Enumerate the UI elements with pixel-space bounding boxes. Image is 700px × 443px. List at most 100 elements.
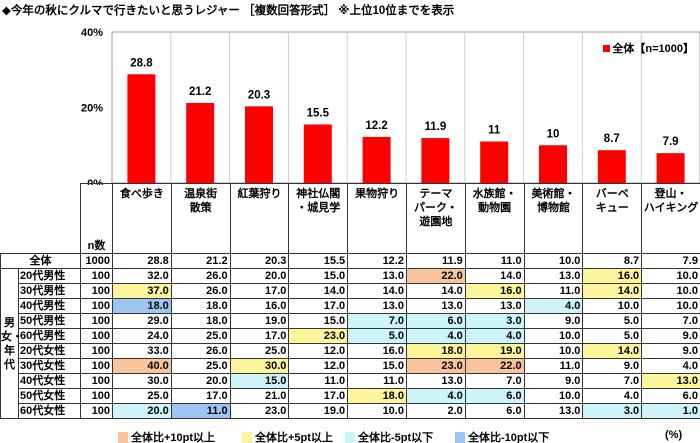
cell: 7.0 — [641, 313, 700, 329]
cell: 19.0 — [229, 313, 290, 329]
cell: 14.0 — [582, 283, 643, 299]
legend-minus5-label: 全体比-5pt以下 — [358, 432, 434, 443]
table-row: 40代女性 100 30.0 20.0 15.0 11.0 11.0 13.0 7.0 9.0 7.… — [1, 373, 700, 389]
bar — [480, 141, 509, 183]
cell: 21.2 — [170, 253, 231, 269]
cell: 13.0 — [641, 373, 700, 389]
cell: 4.0 — [523, 298, 584, 314]
cell: 5.0 — [582, 313, 643, 329]
n-value: 100 — [80, 268, 113, 284]
cell: 4.0 — [405, 328, 466, 344]
cell: 18.0 — [112, 298, 172, 314]
cell: 16.0 — [347, 343, 407, 359]
row-label: 全体 — [0, 253, 81, 269]
table-row: 30代女性 100 40.0 25.0 30.0 12.0 15.0 23.0 22.0 11.0… — [1, 358, 700, 374]
cell: 28.8 — [112, 253, 172, 269]
cell: 14.0 — [582, 343, 643, 359]
column-header: 神社仏閣 ・城見学 — [288, 183, 349, 254]
bar-chart: 0% 20% 40% 28.8 21.2 20.3 15.5 12.2 11.9 11 10 8.7 7… — [81, 27, 700, 185]
n-value: 100 — [80, 343, 113, 359]
cell: 7.0 — [582, 373, 643, 389]
table-row: 50代女性 100 25.0 17.0 21.0 17.0 18.0 4.0 6.0 10.0 4.… — [1, 388, 700, 404]
legend-label: 全体【n=1000】 — [612, 43, 694, 55]
cell: 26.0 — [170, 343, 231, 359]
cell: 10.0 — [641, 298, 700, 314]
legend-swatch — [603, 44, 611, 52]
cell: 10.0 — [523, 328, 584, 344]
cell: 6.0 — [405, 313, 466, 329]
cell: 10.0 — [582, 298, 643, 314]
n-value: 100 — [80, 403, 113, 419]
cell: 5.0 — [582, 328, 643, 344]
cell: 9.0 — [523, 373, 584, 389]
cell: 16.0 — [229, 298, 290, 314]
swatch-plus5 — [242, 431, 252, 443]
unit-label: (%) — [665, 429, 683, 441]
cell: 17.0 — [229, 283, 290, 299]
table-row-total: 全体 1000 28.8 21.2 20.3 15.5 12.2 11.9 11.0 10.0 8.… — [0, 253, 700, 269]
cell: 22.0 — [464, 358, 525, 374]
cell: 14.0 — [405, 283, 466, 299]
column-header: バーベ キュー — [582, 183, 643, 254]
cell: 3.0 — [464, 313, 525, 329]
table-row: 30代男性 100 37.0 26.0 17.0 14.0 14.0 14.0 16.0 11.0… — [1, 283, 700, 299]
cell: 12.0 — [288, 358, 349, 374]
cell: 11.0 — [523, 358, 584, 374]
data-label: 20.3 — [248, 89, 270, 101]
column-header: 美術館・ 博物館 — [523, 183, 584, 254]
cell: 20.0 — [112, 403, 172, 419]
row-label: 50代女性 — [18, 388, 81, 404]
cell: 21.0 — [229, 388, 290, 404]
n-value: 100 — [80, 358, 113, 374]
bar — [127, 74, 156, 183]
legend-minus10: 全体比-10pt以下 — [455, 429, 549, 443]
cell: 16.0 — [582, 268, 643, 284]
data-label: 11.9 — [425, 121, 447, 133]
row-label: 40代女性 — [18, 373, 81, 389]
data-label: 15.5 — [307, 107, 330, 119]
cell: 32.0 — [112, 268, 172, 284]
cell: 40.0 — [112, 358, 172, 374]
cell: 15.5 — [288, 253, 349, 269]
cell: 25.0 — [112, 388, 172, 404]
cell: 23.0 — [288, 328, 349, 344]
cell: 13.0 — [405, 373, 466, 389]
cell: 30.0 — [229, 358, 290, 374]
legend: 全体【n=1000】 — [603, 40, 694, 56]
bar — [362, 136, 391, 183]
cell: 7.0 — [347, 313, 407, 329]
cell: 33.0 — [112, 343, 172, 359]
cell: 8.7 — [582, 253, 643, 269]
column-header: 温泉街 散策 — [170, 183, 231, 254]
color-legend: 全体比+10pt以上 全体比+5pt以上 全体比-5pt以下 全体比-10pt以… — [0, 429, 700, 443]
cell: 26.0 — [170, 283, 231, 299]
swatch-plus10 — [118, 431, 128, 443]
legend-minus5: 全体比-5pt以下 — [345, 429, 433, 443]
cell: 19.0 — [288, 403, 349, 419]
n-header: n数 — [80, 183, 113, 254]
cell: 11.0 — [347, 373, 407, 389]
cell: 3.0 — [582, 403, 643, 419]
cell: 18.0 — [405, 343, 466, 359]
cell: 20.0 — [229, 268, 290, 284]
n-value: 100 — [80, 298, 113, 314]
cell: 13.0 — [347, 268, 407, 284]
row-label: 50代男性 — [18, 313, 81, 329]
data-label: 8.7 — [604, 133, 620, 145]
cell: 12.2 — [347, 253, 407, 269]
data-table: n数 食べ歩き 温泉街 散策 紅葉狩り 神社仏閣 ・城見学 果物狩り テーマ パーク・ 遊園… — [0, 183, 700, 419]
cell: 25.0 — [170, 358, 231, 374]
cell: 37.0 — [112, 283, 172, 299]
swatch-minus10 — [455, 431, 465, 443]
table-row: 20代女性 100 33.0 26.0 25.0 12.0 16.0 18.0 19.0 10.0… — [1, 343, 700, 359]
row-label: 30代女性 — [18, 358, 81, 374]
cell: 7.0 — [464, 373, 525, 389]
cell: 13.0 — [405, 298, 466, 314]
cell: 24.0 — [112, 328, 172, 344]
column-header: 水族館・ 動物園 — [464, 183, 525, 254]
cell: 6.0 — [464, 388, 525, 404]
row-label: 20代女性 — [18, 343, 81, 359]
column-header: テーマ パーク・ 遊園地 — [405, 183, 466, 254]
column-header: 紅葉狩り — [229, 183, 290, 254]
